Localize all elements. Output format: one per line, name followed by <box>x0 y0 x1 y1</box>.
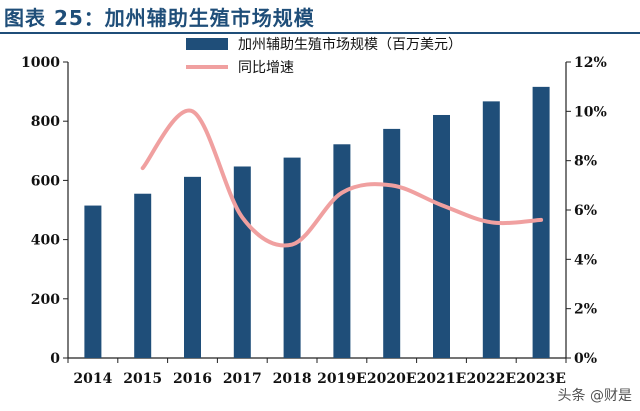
bar <box>184 176 201 358</box>
x-tick-label: 2016 <box>173 371 212 387</box>
bar <box>482 101 500 359</box>
y-right-tick-label: 6% <box>574 203 597 219</box>
y-left-tick-label: 600 <box>31 173 60 189</box>
bar <box>333 144 351 358</box>
y-right-tick-label: 10% <box>574 104 607 120</box>
x-tick-label: 2015 <box>123 371 162 387</box>
y-left-tick-label: 400 <box>31 233 60 249</box>
bar <box>84 205 102 358</box>
line-series <box>140 108 544 248</box>
legend-label-bar: 加州辅助生殖市场规模（百万美元） <box>238 36 462 53</box>
x-tick-label: 2023E <box>516 371 566 387</box>
x-tick-label: 2014 <box>73 371 112 387</box>
x-tick-label: 2017 <box>223 371 262 387</box>
figure-title: 图表 25：加州辅助生殖市场规模 <box>4 6 315 30</box>
watermark: 头条 @财是 <box>557 388 632 404</box>
bar <box>283 157 301 358</box>
y-right-tick-label: 8% <box>574 154 597 170</box>
x-tick-label: 2020E <box>367 371 417 387</box>
x-tick-label: 2018 <box>273 371 312 387</box>
bar <box>433 114 450 358</box>
y-right-tick-label: 4% <box>574 252 597 268</box>
legend: 加州辅助生殖市场规模（百万美元） 同比增速 <box>186 36 462 76</box>
x-tick-label: 2019E <box>317 371 367 387</box>
growth-line <box>140 108 544 248</box>
y-left-tick-label: 1000 <box>21 55 60 71</box>
x-tick-label: 2021E <box>417 371 467 387</box>
y-right-tick-label: 0% <box>574 351 597 367</box>
y-left-tick-label: 200 <box>31 292 60 308</box>
figure-header: 图表 25：加州辅助生殖市场规模 <box>0 0 640 34</box>
bar <box>532 86 550 358</box>
x-tick-label: 2022E <box>466 371 516 387</box>
bar <box>134 193 152 358</box>
y-left-tick-label: 800 <box>31 114 60 130</box>
y-left-tick-label: 0 <box>50 351 60 367</box>
legend-label-line: 同比增速 <box>238 60 294 76</box>
bar <box>233 166 251 358</box>
chart-axes: 0 200 400 600 800 1000 0% 2% 4% 6% 8% 10% 12% 2014 201… <box>21 55 607 387</box>
y-right-tick-label: 12% <box>574 55 607 71</box>
bar <box>383 128 401 358</box>
y-right-tick-label: 2% <box>574 302 597 318</box>
legend-swatch-bar <box>186 38 228 50</box>
